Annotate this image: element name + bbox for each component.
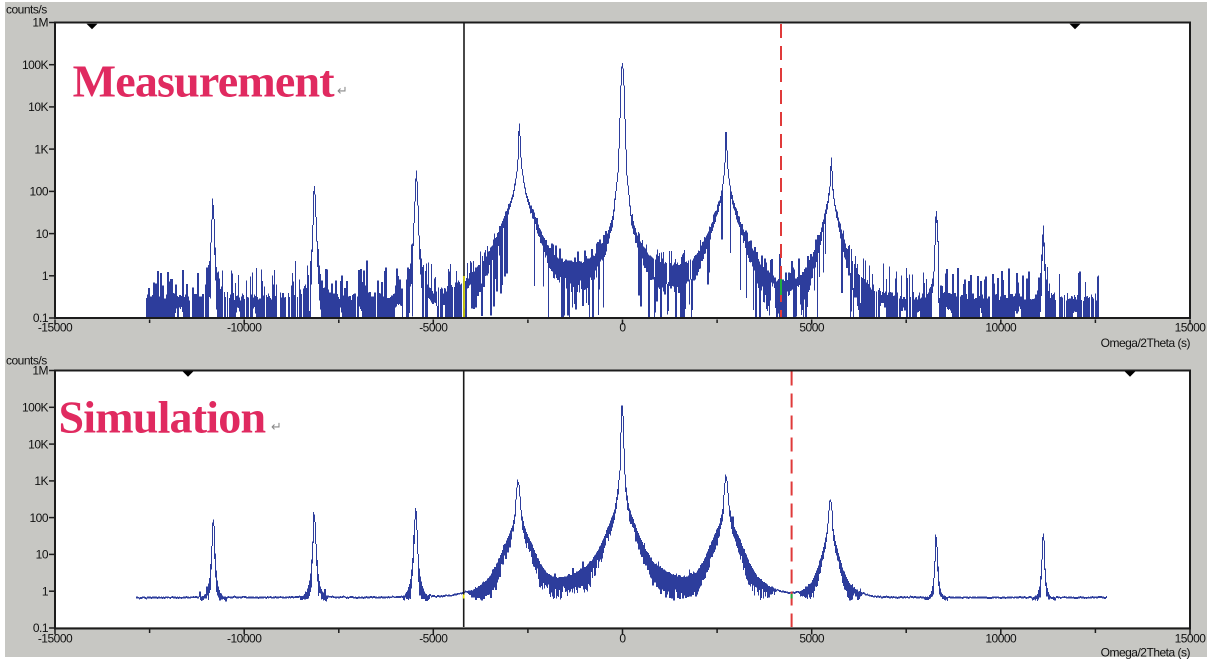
svg-text:1: 1 (42, 269, 49, 283)
svg-text:1: 1 (42, 584, 49, 598)
svg-text:↵: ↵ (337, 83, 348, 98)
svg-text:0.1: 0.1 (33, 621, 49, 635)
svg-text:0: 0 (619, 632, 626, 646)
svg-text:Omega/2Theta (s): Omega/2Theta (s) (1101, 336, 1191, 350)
svg-text:10: 10 (36, 227, 49, 241)
svg-text:1K: 1K (34, 474, 48, 488)
svg-text:Omega/2Theta (s): Omega/2Theta (s) (1101, 646, 1191, 660)
svg-text:-5000: -5000 (419, 632, 448, 646)
svg-text:Measurement: Measurement (73, 55, 336, 106)
svg-text:1M: 1M (32, 16, 48, 30)
svg-text:100: 100 (29, 511, 48, 525)
svg-text:-10000: -10000 (227, 632, 262, 646)
svg-text:-15000: -15000 (38, 321, 73, 335)
svg-text:10K: 10K (28, 437, 48, 451)
svg-text:Simulation: Simulation (59, 392, 266, 443)
svg-text:-5000: -5000 (419, 321, 448, 335)
svg-text:10000: 10000 (985, 632, 1017, 646)
svg-text:10K: 10K (28, 100, 48, 114)
svg-text:100: 100 (29, 185, 48, 199)
svg-text:counts/s: counts/s (6, 354, 47, 368)
svg-text:↵: ↵ (271, 419, 282, 434)
svg-text:5000: 5000 (799, 321, 825, 335)
svg-text:1M: 1M (32, 364, 48, 378)
svg-text:0.1: 0.1 (33, 311, 49, 325)
svg-text:100K: 100K (22, 401, 49, 415)
svg-text:1K: 1K (34, 142, 48, 156)
svg-text:5000: 5000 (799, 632, 825, 646)
svg-text:10000: 10000 (985, 321, 1017, 335)
svg-text:15000: 15000 (1175, 632, 1207, 646)
svg-text:-15000: -15000 (38, 632, 73, 646)
svg-text:15000: 15000 (1175, 321, 1207, 335)
svg-text:10: 10 (36, 548, 49, 562)
svg-text:100K: 100K (22, 58, 49, 72)
svg-text:-10000: -10000 (227, 321, 262, 335)
svg-text:0: 0 (619, 321, 626, 335)
svg-text:counts/s: counts/s (6, 3, 47, 17)
